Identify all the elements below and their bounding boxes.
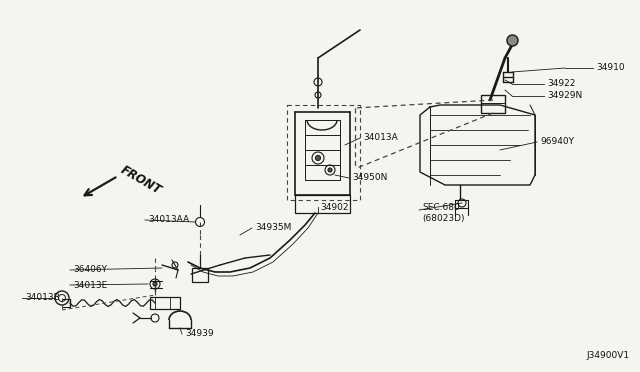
Circle shape xyxy=(316,155,321,160)
Text: 34013B: 34013B xyxy=(25,294,60,302)
Text: (68023D): (68023D) xyxy=(422,214,465,222)
Text: 34935M: 34935M xyxy=(255,224,291,232)
Bar xyxy=(150,297,180,309)
Text: FRONT: FRONT xyxy=(118,163,163,197)
Text: 34950N: 34950N xyxy=(352,173,387,183)
Text: 34013A: 34013A xyxy=(363,134,397,142)
Text: 34013AA: 34013AA xyxy=(148,215,189,224)
Text: J34900V1: J34900V1 xyxy=(587,351,630,360)
Text: SEC.680: SEC.680 xyxy=(422,202,460,212)
Text: 34939: 34939 xyxy=(185,330,214,339)
Bar xyxy=(295,195,350,213)
Text: 34902: 34902 xyxy=(320,202,349,212)
Text: 34922: 34922 xyxy=(547,80,575,89)
Text: 34910: 34910 xyxy=(596,64,625,73)
Bar xyxy=(481,95,505,113)
Text: 34013E: 34013E xyxy=(73,280,108,289)
Bar xyxy=(192,268,208,282)
Text: 34929N: 34929N xyxy=(547,92,582,100)
Circle shape xyxy=(153,282,157,286)
Circle shape xyxy=(328,168,332,172)
Text: 36406Y: 36406Y xyxy=(73,266,107,275)
Text: 96940Y: 96940Y xyxy=(540,138,574,147)
